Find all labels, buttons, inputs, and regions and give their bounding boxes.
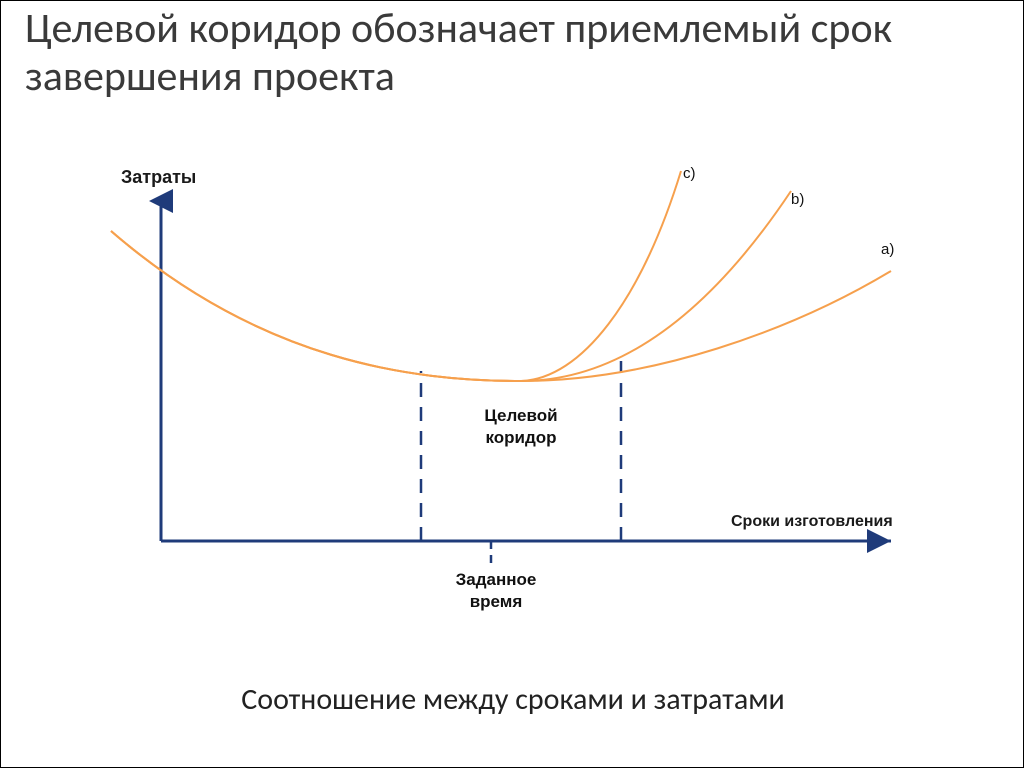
y-axis-label: Затраты <box>121 167 196 188</box>
slide-title: Целевой коридор обозначает приемлемый ср… <box>25 5 925 102</box>
curve-b <box>111 191 791 381</box>
given-time-label-line2: время <box>470 592 523 611</box>
slide: Целевой коридор обозначает приемлемый ср… <box>0 0 1024 768</box>
curve-a <box>111 231 891 381</box>
curve-c <box>111 171 681 381</box>
x-axis-label: Сроки изготовления <box>731 513 893 531</box>
curve-a-label: a) <box>881 241 894 258</box>
corridor-label-line1: Целевой <box>484 406 557 425</box>
chart: Затраты Сроки изготовления Целевой корид… <box>91 161 931 661</box>
given-time-label: Заданное время <box>441 569 551 613</box>
slide-caption: Соотношение между сроками и затратами <box>1 681 1024 718</box>
corridor-label: Целевой коридор <box>456 405 586 449</box>
curve-b-label: b) <box>791 191 804 208</box>
given-time-label-line1: Заданное <box>456 570 537 589</box>
curve-c-label: c) <box>683 165 696 182</box>
corridor-label-line2: коридор <box>485 428 556 447</box>
